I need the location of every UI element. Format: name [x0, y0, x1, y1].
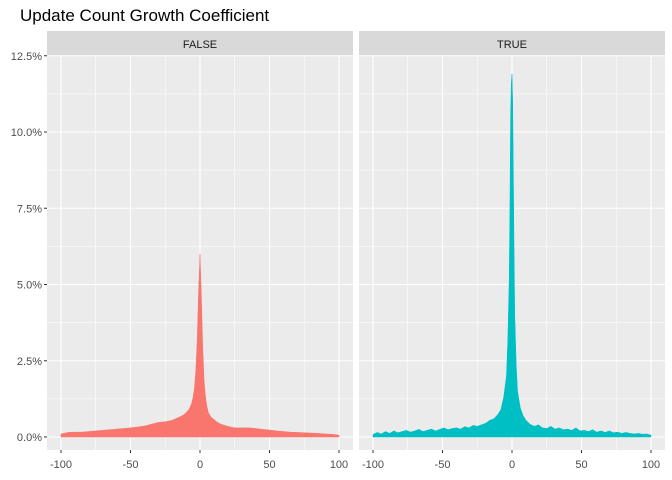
y-tick-label: 0.0%	[17, 432, 42, 444]
facet-strip	[359, 31, 665, 56]
y-tick-label: 12.5%	[11, 51, 42, 63]
density-area-false	[60, 253, 340, 438]
x-tick-label: 100	[642, 459, 660, 471]
density-area-true	[372, 74, 652, 438]
facet-panel-false: FALSE -100 -50 0 50 100 0.0% 2.5% 5.0% 7.5% 10.0% 1…	[11, 31, 353, 471]
x-tick-label: 50	[575, 459, 587, 471]
facet-panel-true: TRUE -100 -50 0 50 100	[359, 31, 665, 471]
facet-strip-label: TRUE	[497, 39, 527, 51]
y-tick-label: 7.5%	[17, 203, 42, 215]
chart-title: Update Count Growth Coefficient	[20, 6, 269, 25]
x-tick-label: -50	[435, 459, 451, 471]
facet-strip-label: FALSE	[183, 39, 217, 51]
x-tick-label: -100	[362, 459, 384, 471]
panels-layer: FALSE -100 -50 0 50 100 0.0% 2.5% 5.0% 7.5% 10.0% 1…	[11, 31, 665, 471]
y-tick-label: 5.0%	[17, 280, 42, 292]
x-tick-label: 0	[197, 459, 203, 471]
x-tick-label: 50	[263, 459, 275, 471]
facet-strip	[47, 31, 353, 56]
y-tick-label: 2.5%	[17, 356, 42, 368]
x-tick-label: -100	[50, 459, 72, 471]
x-tick-label: 100	[330, 459, 348, 471]
x-tick-label: 0	[509, 459, 515, 471]
y-tick-label: 10.0%	[11, 127, 42, 139]
x-tick-label: -50	[123, 459, 139, 471]
